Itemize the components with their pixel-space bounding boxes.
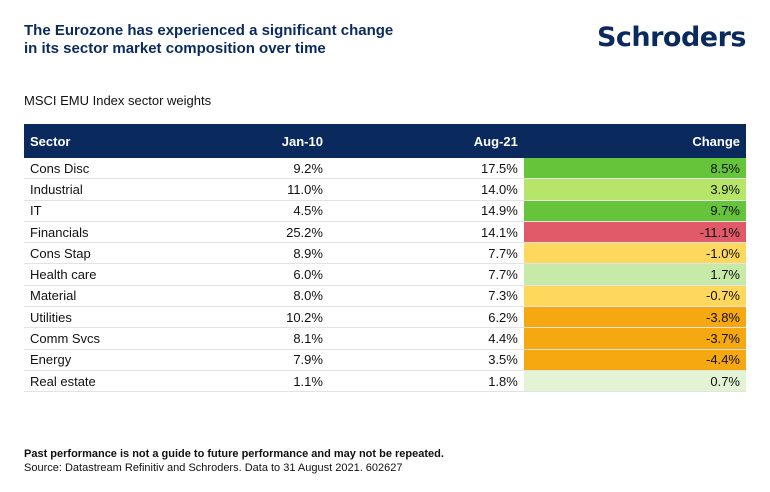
cell-aug21: 6.2%: [328, 306, 524, 329]
cell-jan10: 9.2%: [210, 158, 329, 180]
cell-aug21: 14.9%: [328, 200, 524, 222]
cell-jan10: 1.1%: [210, 370, 329, 393]
table-row: Health care 6.0% 7.7% 1.7%: [24, 263, 746, 286]
cell-change: 3.9%: [523, 178, 746, 201]
page-title: The Eurozone has experienced a significa…: [24, 22, 444, 58]
cell-change: -4.4%: [523, 349, 746, 371]
cell-sector: Comm Svcs: [24, 327, 211, 350]
disclaimer-text: Past performance is not a guide to futur…: [24, 448, 444, 460]
cell-aug21: 7.3%: [328, 285, 524, 308]
cell-change: 8.5%: [523, 158, 746, 180]
cell-sector: Cons Disc: [24, 158, 211, 180]
cell-aug21: 7.7%: [328, 242, 524, 265]
header-sector: Sector: [24, 124, 211, 158]
cell-jan10: 11.0%: [210, 178, 329, 201]
header-aug21: Aug-21: [328, 124, 524, 158]
footnote: Past performance is not a guide to futur…: [24, 447, 444, 475]
source-text: Source: Datastream Refinitiv and Schrode…: [24, 462, 403, 474]
cell-sector: Energy: [24, 349, 211, 371]
cell-jan10: 8.1%: [210, 327, 329, 350]
cell-jan10: 6.0%: [210, 263, 329, 286]
schroders-logo: Schroders: [596, 22, 747, 53]
cell-aug21: 3.5%: [328, 349, 524, 371]
cell-change: -3.7%: [523, 327, 746, 350]
table-row: Comm Svcs 8.1% 4.4% -3.7%: [24, 327, 746, 350]
table-body: Cons Disc 9.2% 17.5% 8.5% Industrial 11.0% 14.…: [24, 158, 746, 393]
cell-change: -0.7%: [523, 285, 746, 308]
sector-weights-table: Sector Jan-10 Aug-21 Change Cons Disc 9.2…: [24, 124, 746, 393]
table-row: Cons Stap 8.9% 7.7% -1.0%: [24, 242, 746, 265]
cell-sector: Material: [24, 285, 211, 308]
cell-aug21: 7.7%: [328, 263, 524, 286]
table-row: Financials 25.2% 14.1% -11.1%: [24, 221, 746, 244]
table-row: Energy 7.9% 3.5% -4.4%: [24, 349, 746, 371]
table-row: Real estate 1.1% 1.8% 0.7%: [24, 370, 746, 393]
cell-change: 9.7%: [523, 200, 746, 222]
cell-aug21: 14.1%: [328, 221, 524, 244]
table-row: Utilities 10.2% 6.2% -3.8%: [24, 306, 746, 329]
cell-jan10: 8.0%: [210, 285, 329, 308]
chart-subtitle: MSCI EMU Index sector weights: [24, 93, 212, 108]
cell-change: -3.8%: [523, 306, 746, 329]
cell-sector: Industrial: [24, 178, 211, 201]
cell-aug21: 17.5%: [328, 158, 524, 180]
cell-aug21: 4.4%: [328, 327, 524, 350]
table-row: Material 8.0% 7.3% -0.7%: [24, 285, 746, 308]
cell-sector: Health care: [24, 263, 211, 286]
cell-jan10: 8.9%: [210, 242, 329, 265]
table-row: Industrial 11.0% 14.0% 3.9%: [24, 178, 746, 201]
cell-sector: Financials: [24, 221, 211, 244]
cell-change: 1.7%: [523, 263, 746, 286]
table-row: Cons Disc 9.2% 17.5% 8.5%: [24, 158, 746, 180]
header-change: Change: [523, 124, 746, 158]
cell-jan10: 4.5%: [210, 200, 329, 222]
cell-sector: Real estate: [24, 370, 211, 393]
cell-change: -11.1%: [523, 221, 746, 244]
cell-sector: Cons Stap: [24, 242, 211, 265]
cell-sector: IT: [24, 200, 211, 222]
cell-jan10: 10.2%: [210, 306, 329, 329]
table-header-row: Sector Jan-10 Aug-21 Change: [24, 124, 746, 158]
cell-change: 0.7%: [523, 370, 746, 393]
title-line-2: in its sector market composition over ti…: [24, 40, 326, 57]
table-row: IT 4.5% 14.9% 9.7%: [24, 200, 746, 222]
cell-sector: Utilities: [24, 306, 211, 329]
title-line-1: The Eurozone has experienced a significa…: [24, 22, 394, 39]
cell-jan10: 25.2%: [210, 221, 329, 244]
header-jan10: Jan-10: [210, 124, 329, 158]
cell-aug21: 1.8%: [328, 370, 524, 393]
cell-jan10: 7.9%: [210, 349, 329, 371]
cell-aug21: 14.0%: [328, 178, 524, 201]
cell-change: -1.0%: [523, 242, 746, 265]
